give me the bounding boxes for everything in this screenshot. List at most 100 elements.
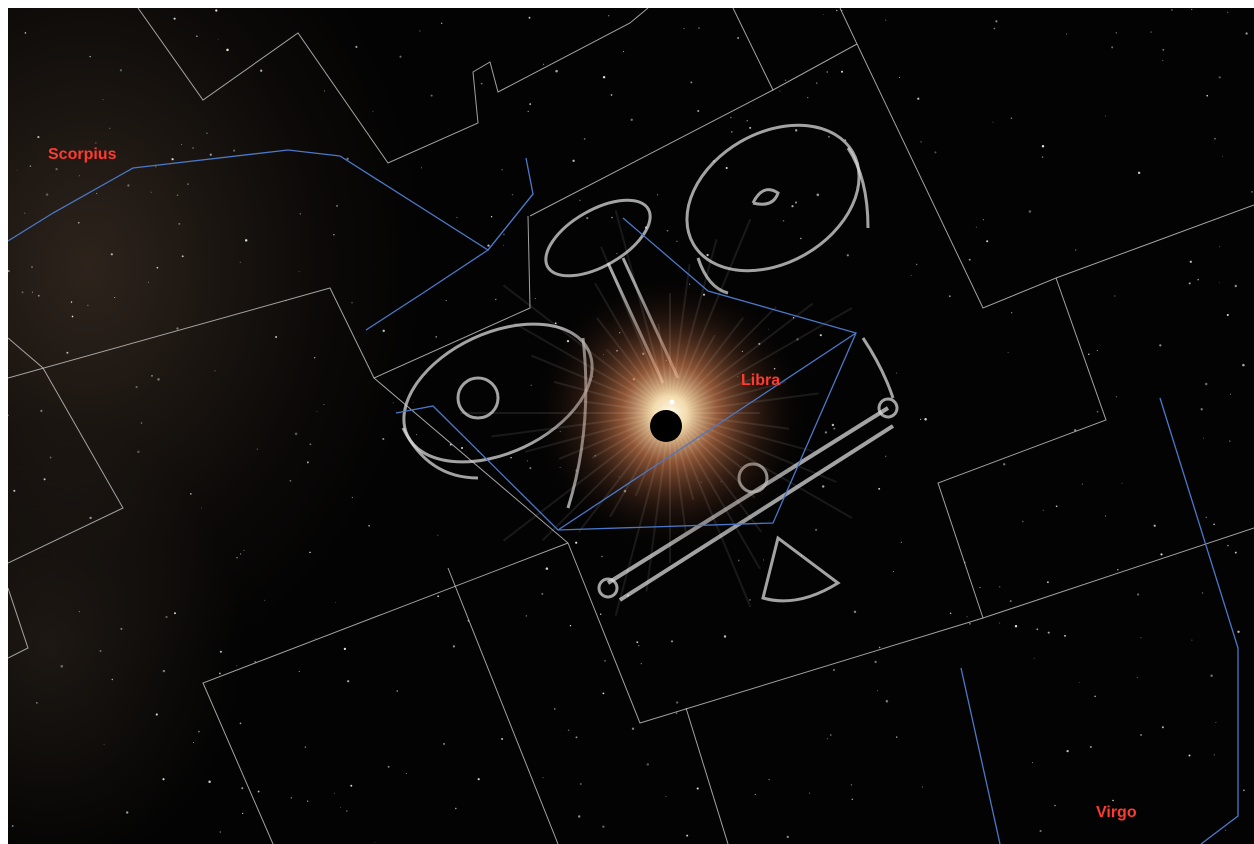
star [800, 237, 802, 240]
star [1036, 628, 1039, 631]
star [545, 567, 549, 570]
boundary-line [982, 527, 1254, 619]
star [174, 612, 176, 615]
star [43, 478, 46, 481]
star [89, 516, 92, 520]
star [189, 493, 192, 495]
star [372, 110, 374, 112]
star [1137, 593, 1140, 596]
star [103, 744, 105, 746]
star [355, 45, 358, 48]
star [676, 701, 679, 704]
star [405, 773, 407, 775]
star [982, 219, 984, 221]
star [219, 831, 222, 833]
sky-view[interactable]: Scorpius Libra Virgo [8, 8, 1254, 844]
glow-ray [669, 302, 814, 414]
star [1221, 156, 1223, 158]
star [1074, 429, 1077, 432]
star [578, 815, 581, 818]
constellation-label-libra[interactable]: Libra [741, 372, 781, 389]
star [827, 135, 830, 138]
star [324, 90, 325, 92]
glow-ray [596, 317, 671, 414]
star [1203, 437, 1204, 439]
star [630, 118, 633, 122]
star [289, 479, 292, 482]
boundary-line [529, 89, 774, 217]
star [16, 169, 18, 171]
sun-disk-icon[interactable] [650, 399, 682, 443]
star [1039, 829, 1042, 833]
star [892, 570, 894, 572]
star [1111, 46, 1114, 49]
star [826, 71, 829, 73]
star [784, 79, 787, 81]
star [206, 132, 208, 134]
star [387, 765, 390, 768]
star [821, 485, 825, 488]
star [968, 622, 971, 625]
star [420, 167, 422, 169]
star [542, 777, 544, 779]
star [1227, 11, 1229, 13]
star [215, 9, 218, 12]
star [1081, 483, 1084, 485]
boundary-line [447, 567, 559, 844]
star [111, 678, 114, 681]
glow-ray [669, 307, 853, 414]
star [874, 660, 877, 664]
star [339, 807, 341, 809]
star [763, 559, 764, 561]
glow-ray [657, 323, 671, 414]
glow-ray [669, 412, 837, 483]
star [396, 690, 399, 692]
star [241, 787, 244, 790]
star [796, 338, 799, 341]
star [495, 298, 497, 301]
star [309, 443, 312, 446]
star [244, 239, 248, 242]
star [737, 37, 739, 39]
star [696, 787, 699, 790]
star [572, 159, 575, 162]
star [919, 418, 922, 421]
star [999, 622, 1001, 624]
star [602, 825, 605, 828]
star [534, 298, 536, 300]
star [1234, 284, 1238, 288]
star [999, 586, 1001, 588]
glow-ray [605, 348, 671, 414]
star [526, 460, 529, 462]
star [323, 403, 325, 405]
star [567, 729, 570, 731]
star [698, 27, 700, 29]
star [878, 646, 881, 649]
star [1055, 505, 1058, 508]
star [1137, 171, 1141, 175]
star [794, 201, 798, 204]
constellation-label-virgo[interactable]: Virgo [1096, 804, 1137, 821]
star [666, 229, 669, 232]
star [992, 121, 994, 123]
scorpius-line [487, 193, 534, 251]
glow-ray [669, 377, 754, 414]
star [114, 296, 116, 299]
star [920, 141, 922, 143]
star [525, 615, 528, 617]
constellation-label-scorpius[interactable]: Scorpius [48, 146, 117, 163]
star [264, 599, 266, 601]
star [66, 351, 69, 354]
scorpius-line [365, 249, 489, 331]
glow-ray [541, 412, 671, 542]
star [900, 541, 902, 544]
star [853, 610, 857, 614]
star [779, 90, 781, 92]
star [529, 467, 532, 470]
glow-ray [614, 209, 671, 414]
glow-ray [669, 412, 816, 453]
star [150, 191, 152, 193]
star [95, 142, 97, 144]
star [665, 795, 667, 797]
star [208, 780, 211, 784]
